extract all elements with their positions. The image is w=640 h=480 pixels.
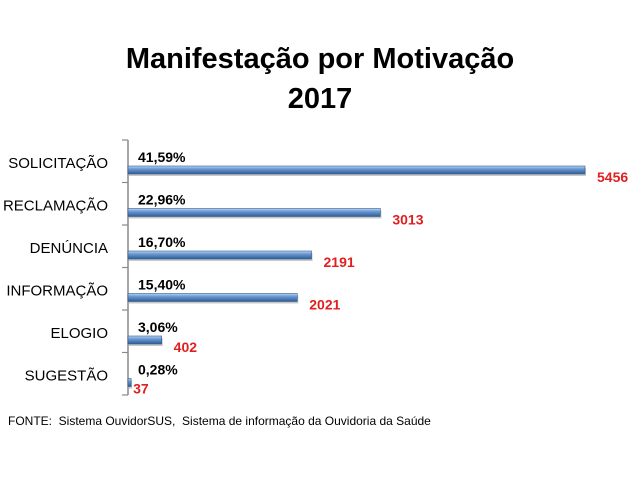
chart-subtitle: 2017 [287, 83, 353, 115]
value-label: 2021 [309, 297, 340, 313]
bar [127, 335, 162, 345]
category-label: SOLICITAÇÃO [8, 155, 108, 172]
value-label: 402 [174, 339, 198, 355]
category-label: ELOGIO [50, 325, 108, 342]
chart-title: Manifestação por Motivação [125, 43, 515, 75]
bar [127, 378, 132, 387]
percent-label: 15,40% [138, 277, 186, 293]
percent-label: 16,70% [138, 234, 186, 250]
value-label: 2191 [324, 254, 355, 270]
value-label: 5456 [597, 169, 628, 185]
percent-label: 3,06% [138, 319, 178, 335]
category-label: RECLAMAÇÃO [3, 198, 108, 215]
category-label: DENÚNCIA [30, 240, 108, 257]
category-label: SUGESTÃO [25, 368, 108, 385]
percent-label: 41,59% [138, 149, 186, 165]
bar [127, 293, 298, 302]
bar [127, 208, 381, 217]
value-label: 37 [133, 381, 149, 397]
percent-label: 22,96% [138, 192, 186, 208]
percent-label: 0,28% [138, 362, 178, 378]
category-label: INFORMAÇÃO [6, 283, 108, 300]
value-label: 3013 [392, 212, 423, 228]
source-note: FONTE: Sistema OuvidorSUS, Sistema de in… [8, 414, 431, 428]
bar [127, 250, 312, 260]
bar [127, 165, 586, 175]
